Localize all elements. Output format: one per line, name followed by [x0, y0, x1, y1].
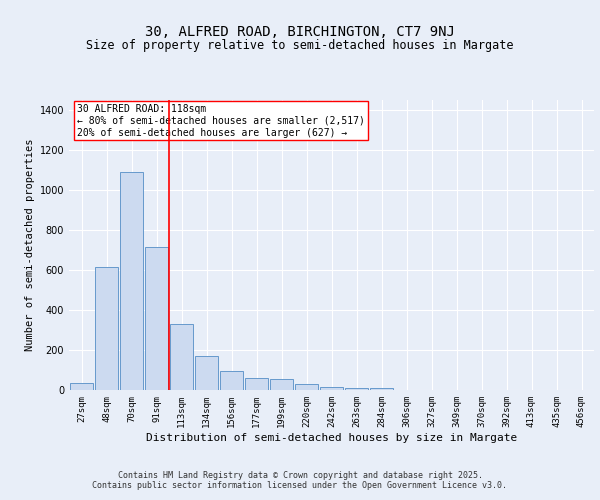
Bar — [345, 388, 368, 390]
Bar — [370, 388, 393, 390]
Bar — [195, 356, 218, 390]
Bar — [245, 378, 268, 390]
Bar — [320, 387, 343, 390]
Text: Contains public sector information licensed under the Open Government Licence v3: Contains public sector information licen… — [92, 482, 508, 490]
Bar — [120, 172, 143, 390]
Text: 30, ALFRED ROAD, BIRCHINGTON, CT7 9NJ: 30, ALFRED ROAD, BIRCHINGTON, CT7 9NJ — [145, 26, 455, 40]
Text: Contains HM Land Registry data © Crown copyright and database right 2025.: Contains HM Land Registry data © Crown c… — [118, 472, 482, 480]
Text: 30 ALFRED ROAD: 118sqm
← 80% of semi-detached houses are smaller (2,517)
20% of : 30 ALFRED ROAD: 118sqm ← 80% of semi-det… — [77, 104, 365, 138]
Bar — [295, 384, 318, 390]
X-axis label: Distribution of semi-detached houses by size in Margate: Distribution of semi-detached houses by … — [146, 432, 517, 442]
Bar — [220, 371, 243, 390]
Text: Size of property relative to semi-detached houses in Margate: Size of property relative to semi-detach… — [86, 38, 514, 52]
Bar — [270, 379, 293, 390]
Bar — [145, 247, 168, 390]
Bar — [95, 267, 118, 390]
Bar — [70, 383, 93, 390]
Bar — [170, 324, 193, 390]
Y-axis label: Number of semi-detached properties: Number of semi-detached properties — [25, 138, 35, 352]
